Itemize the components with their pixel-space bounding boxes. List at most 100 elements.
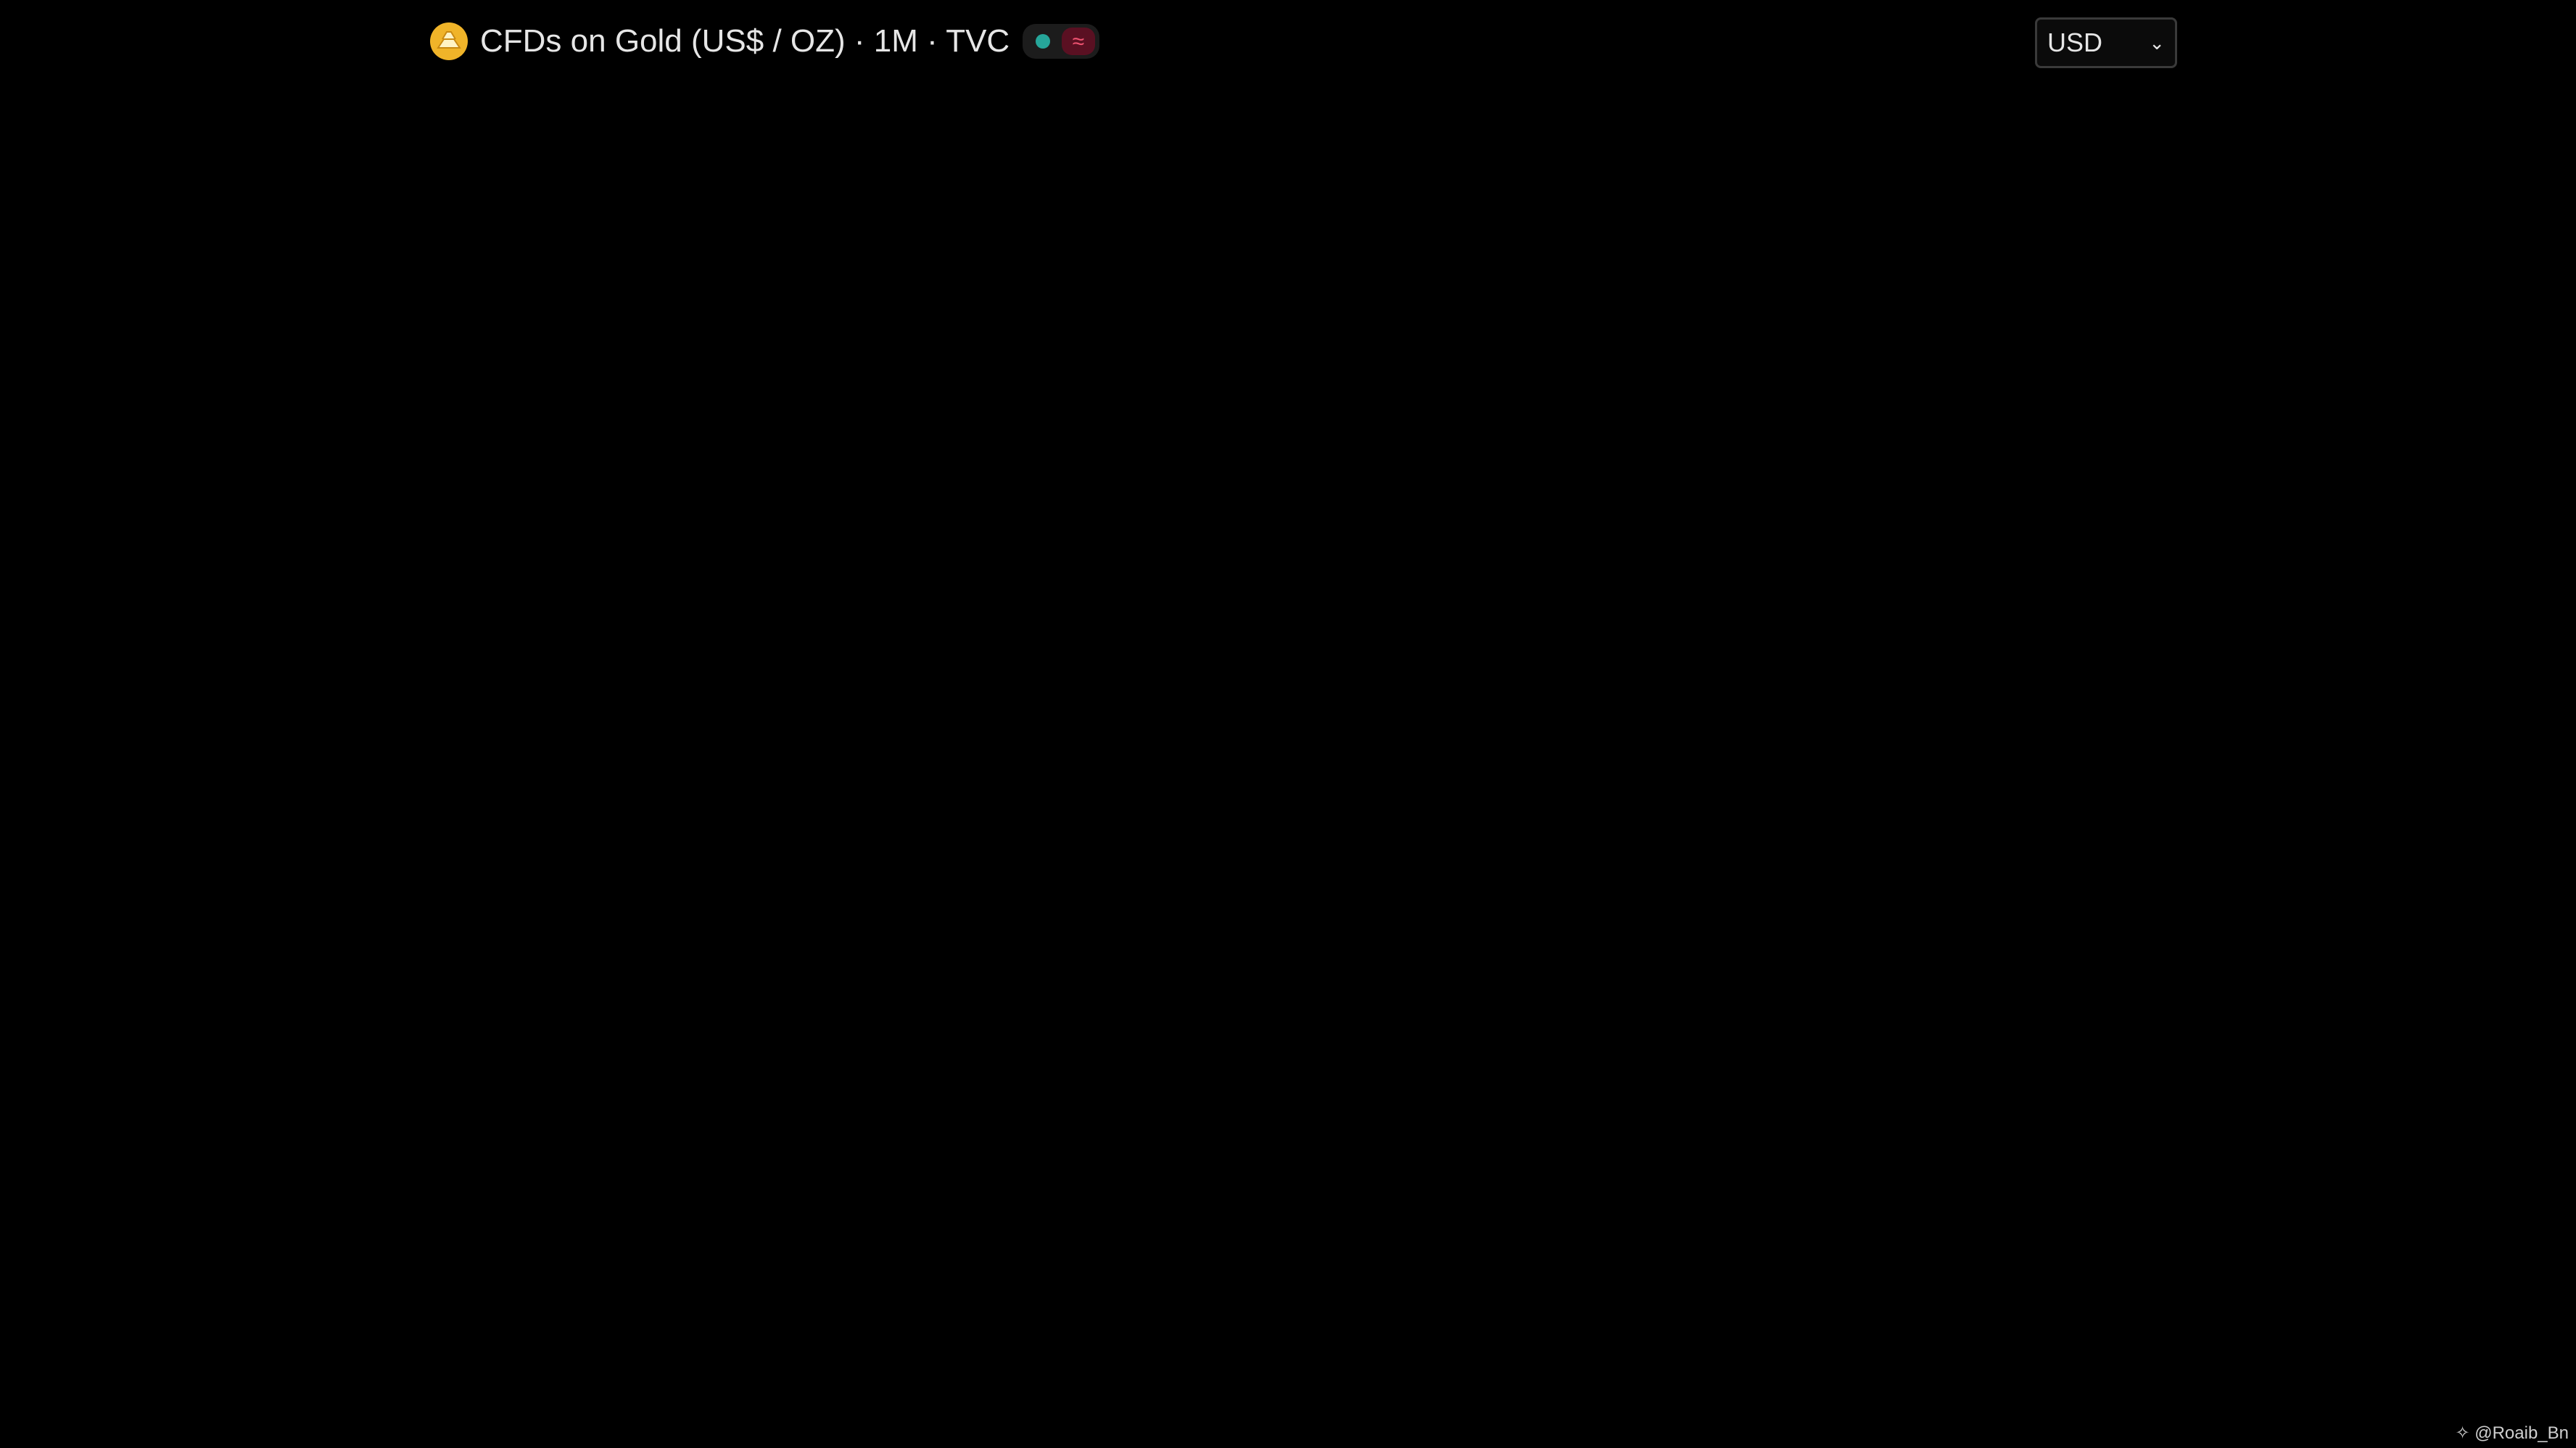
candle-body [880,1153,903,1164]
x-tick-label: 2024 [1784,1392,1839,1420]
candle [849,1138,872,1211]
candle-body [1036,1005,1059,1020]
annotation-label: HOUSING MARKET [577,1004,951,1049]
candle-body [1847,758,1870,828]
candle-body [1130,979,1152,1083]
candle [1847,719,1870,836]
dropdown-arrow: ⌄ [2149,31,2165,54]
candle-body [1910,363,1932,601]
candle-body [974,1038,996,1080]
candle-body [1566,954,1589,1017]
candle-body [1598,928,1620,955]
y-tick-label: 0.000 [2044,1354,2105,1381]
y-tick-label: 1,200.000 [2044,1075,2153,1102]
candle-body [693,1226,716,1250]
gold-icon [430,22,468,60]
candle-body [756,1217,778,1222]
candle [693,1199,716,1250]
y-tick-label: 2,000.000 [2044,888,2153,916]
candle [756,1207,778,1230]
candle-body [1411,1066,1433,1080]
candle [631,1266,653,1274]
candle [1255,1064,1277,1104]
candle-body [600,1267,622,1278]
x-tick-label: 2010 [911,1392,966,1420]
annotation-label: NOTHING [1484,141,1764,210]
candle-body [849,1153,872,1164]
candle-body [724,1222,747,1227]
candle-body [1068,996,1090,1006]
candle [1348,1049,1371,1108]
candle [1910,349,1932,614]
candle [1722,943,1745,993]
currency-value: USD [2047,28,2103,57]
x-tick-label: 2016 [1285,1392,1340,1420]
x-tick-label: 2006 [661,1392,717,1420]
candle [1192,1045,1215,1091]
x-tick-label: 2014 [1160,1392,1215,1420]
highlight-box [738,1124,833,1238]
annotation-label: COVID-19 [1432,816,1619,862]
candle [1379,1067,1402,1102]
settings-icon[interactable] [2094,1394,2121,1420]
y-tick-label: 4,400.000 [2044,330,2153,357]
currency-select[interactable]: USD ⌄ [2035,17,2177,68]
y-tick-label: 4,000.000 [2044,423,2153,451]
candle-body [1005,1019,1028,1039]
candle-body [1223,1060,1246,1094]
candle-body [631,1267,653,1270]
header: CFDs on Gold (US$ / OZ) · 1M · TVC ≈ [429,19,1101,64]
candle-body [1878,600,1901,758]
candle [1286,1092,1308,1126]
y-tick-label: 3,200.000 [2044,609,2153,637]
candle [1317,1061,1339,1122]
candle-body [1754,922,1776,945]
candle [475,1287,498,1300]
y-tick-label: 800.000 [2044,1168,2133,1196]
watermark: ✧ @Roaib_Bn [2455,1423,2569,1443]
symbol-title: CFDs on Gold (US$ / OZ) · 1M · TVC [480,23,1010,59]
x-tick-label: 2022 [1659,1392,1714,1420]
candle [537,1272,560,1291]
candle-body [569,1272,591,1278]
candle-body [1473,1070,1495,1078]
candle-body [1255,1093,1277,1097]
candle [1223,1056,1246,1106]
candle-body [912,1114,934,1154]
candle [1473,1070,1495,1100]
candle [1691,887,1714,954]
x-tick-label: 2018 [1410,1392,1465,1420]
watermark-text: @Roaib_Bn [2474,1423,2569,1443]
candle-body [1535,1016,1558,1042]
candle-body [1442,1066,1464,1078]
candle-body [787,1175,809,1218]
candle-body [1660,943,1683,958]
candle-body [1941,228,1963,364]
y-tick-label: 4,800.000 [2044,237,2153,265]
candle-body [537,1272,560,1289]
candle-body [475,1289,498,1296]
candle [1566,952,1589,1032]
candle [1411,1053,1433,1089]
candle [1099,951,1121,1008]
candle-body [1785,889,1807,923]
x-tick-label: 2008 [786,1392,841,1420]
y-tick-label: 1,600.000 [2044,982,2153,1009]
candle [1068,952,1090,1014]
candle-body [1629,928,1651,958]
candle [880,1135,903,1183]
candle-body [1192,1060,1215,1090]
candle [600,1262,622,1280]
annotation-label: 2007-2009 [666,954,861,1000]
y-tick-label: 2,800.000 [2044,703,2153,730]
candle [506,1278,529,1295]
candle [1535,1006,1558,1048]
candle-body [1816,827,1838,890]
candle-body [1722,944,1745,949]
candle [662,1246,685,1273]
y-tick-label: 5,200.000 [2044,144,2153,171]
candle-body [1691,943,1714,949]
candle [1442,1051,1464,1080]
